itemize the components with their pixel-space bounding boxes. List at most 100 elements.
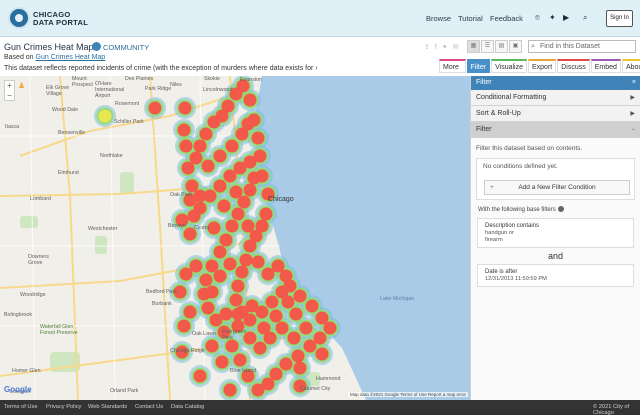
filter-value: 12/31/2013 11:59:59 PM <box>485 276 547 282</box>
nav-tutorial[interactable]: Tutorial <box>458 14 483 23</box>
heat-spot <box>148 101 162 115</box>
filter-intro: Filter this dataset based on contents. <box>476 145 583 152</box>
section-sort-rollup[interactable]: Sort & Roll-Up ▶ <box>471 106 640 122</box>
map-label-bolingbrook: Bolingbrook <box>4 312 32 318</box>
heat-spot <box>187 209 201 223</box>
street-view-pegman-icon[interactable]: ♟ <box>18 81 26 90</box>
search-placeholder: Find in this Dataset <box>540 43 600 50</box>
collapse-icon: − <box>631 127 635 133</box>
based-on-link[interactable]: Gun Crimes Heat Map <box>35 54 106 61</box>
footer-data-catalog[interactable]: Data Catalog <box>171 404 205 410</box>
map-label-blue-island: Blue Island <box>230 368 257 374</box>
add-filter-condition-button[interactable]: + Add a New Filter Condition <box>484 180 630 195</box>
nav-feedback[interactable]: Feedback <box>490 14 523 23</box>
search-input[interactable]: ⌕ Find in this Dataset <box>528 40 636 53</box>
heat-spot <box>235 127 249 141</box>
heat-spot <box>175 345 189 359</box>
grid-view-icon[interactable]: ▦ <box>467 40 480 53</box>
sidebar-header: Filter × <box>471 76 640 90</box>
tab-more-views[interactable]: More Views <box>439 59 466 84</box>
heat-spot <box>303 339 317 353</box>
footer-terms[interactable]: Terms of Use <box>4 404 38 410</box>
map-label-evanston: Evanston <box>240 77 263 83</box>
heat-spot <box>213 179 227 193</box>
conditions-box: No conditions defined yet. + Add a New Fi… <box>476 158 635 200</box>
heat-map[interactable]: + − ♟ O'Hare International Airport Elk Gr… <box>0 76 470 400</box>
list-view-icon[interactable]: ☰ <box>481 40 494 53</box>
top-nav-bar: CHICAGO DATA PORTAL Browse Tutorial Feed… <box>0 0 640 37</box>
sign-in-button[interactable]: Sign In <box>606 10 633 27</box>
heat-spot <box>241 117 255 131</box>
map-label-lombard: Lombard <box>30 196 51 202</box>
tab-visualize[interactable]: Visualize <box>491 59 527 73</box>
tab-discuss[interactable]: Discuss <box>557 59 590 73</box>
base-filters-text: With the following base filters <box>478 207 556 213</box>
footer-contact[interactable]: Contact Us <box>135 404 164 410</box>
dataset-tabs: More Views Filter Visualize Export Discu… <box>439 59 640 84</box>
heat-spot <box>243 155 257 169</box>
description-expand-icon[interactable]: › <box>315 65 318 72</box>
share-icon[interactable]: ⇪ <box>424 44 435 51</box>
heat-spot <box>199 273 213 287</box>
search-icon[interactable]: ⌕ <box>583 13 588 22</box>
heat-spot <box>201 301 215 315</box>
section-label: Filter <box>476 126 492 133</box>
google-logo[interactable]: Google <box>4 385 32 394</box>
heat-spot <box>183 193 197 207</box>
tab-filter[interactable]: Filter <box>466 59 491 73</box>
footer-web-standards[interactable]: Web Standards <box>88 404 128 410</box>
heat-spot <box>261 187 275 201</box>
github-icon[interactable]: ⌾ <box>535 13 540 22</box>
heat-spot <box>189 259 203 273</box>
calendar-view-icon[interactable]: ▣ <box>509 40 522 53</box>
logo-line2: DATA PORTAL <box>33 18 89 27</box>
heat-spot <box>251 255 265 269</box>
twitter-share-icon[interactable]: ✦ <box>441 44 453 51</box>
facebook-icon[interactable]: f <box>434 44 442 51</box>
heat-spot <box>289 307 303 321</box>
heat-spot <box>299 321 313 335</box>
youtube-icon[interactable]: ▶ <box>563 13 570 22</box>
heat-spot <box>249 229 263 243</box>
heat-spot <box>221 99 235 113</box>
heat-spot <box>293 379 307 393</box>
map-label-schiller: Schiller Park <box>114 119 144 125</box>
map-label-bedford-park: Bedford Park <box>146 289 177 295</box>
section-filter[interactable]: Filter − <box>471 122 640 138</box>
heat-spot <box>291 349 305 363</box>
zoom-out-icon[interactable]: − <box>7 91 12 100</box>
close-icon[interactable]: × <box>631 79 636 86</box>
map-label-bensenville: Bensenville <box>58 130 86 136</box>
tab-embed[interactable]: Embed <box>590 59 621 73</box>
twitter-icon[interactable]: ✦ <box>549 13 556 22</box>
footer-copyright: © 2021 City of Chicago <box>593 404 630 415</box>
heat-spot <box>261 377 275 391</box>
heat-spot <box>243 93 257 107</box>
chicago-seal-logo[interactable] <box>8 7 30 29</box>
zoom-in-icon[interactable]: + <box>7 81 12 90</box>
map-base <box>0 76 470 400</box>
search-icon: ⌕ <box>531 43 535 50</box>
community-badge[interactable]: COMMUNITY <box>92 42 149 52</box>
base-filter-date: Date is after 12/31/2013 11:59:59 PM <box>477 264 634 287</box>
heat-spot <box>225 219 239 233</box>
zoom-control[interactable]: + − <box>4 80 15 101</box>
map-label-homer-glen: Homer Glen <box>12 368 41 374</box>
page-title: Gun Crimes Heat Map <box>4 42 94 52</box>
map-label-ohare: O'Hare International Airport <box>95 81 125 99</box>
heat-spot <box>283 279 297 293</box>
heat-spot <box>205 285 219 299</box>
info-icon[interactable] <box>557 206 564 212</box>
footer-privacy[interactable]: Privacy Policy <box>46 404 82 410</box>
map-credit[interactable]: Map data ©2021 Google Terms of Use Repor… <box>347 392 468 397</box>
email-icon[interactable]: ✉ <box>452 44 464 51</box>
page-view-icon[interactable]: ▤ <box>495 40 508 53</box>
nav-browse[interactable]: Browse <box>426 14 452 23</box>
tab-about[interactable]: About <box>621 59 640 73</box>
heat-spot <box>233 353 247 367</box>
heat-spot <box>265 295 279 309</box>
logo-text[interactable]: CHICAGO DATA PORTAL <box>33 11 88 27</box>
tab-export[interactable]: Export <box>528 59 557 73</box>
section-conditional-formatting[interactable]: Conditional Formatting ▶ <box>471 90 640 106</box>
heat-spot <box>215 355 229 369</box>
